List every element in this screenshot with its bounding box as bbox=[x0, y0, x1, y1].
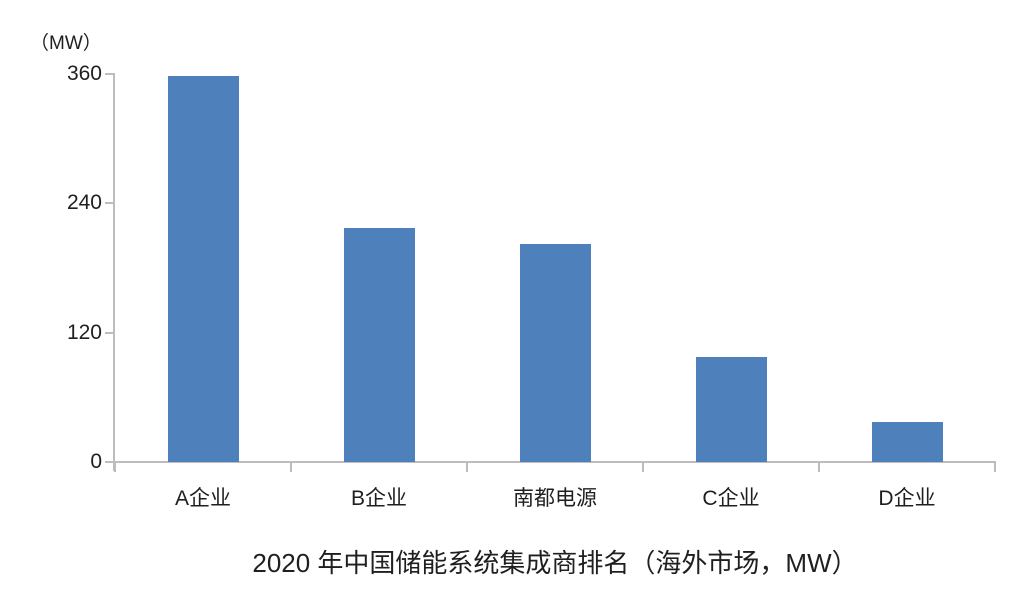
y-tick-mark-120 bbox=[105, 331, 113, 334]
x-tick-mark-4 bbox=[818, 463, 820, 472]
y-tick-label-0: 0 bbox=[90, 450, 102, 473]
bar-A企业 bbox=[167, 76, 239, 462]
y-axis-unit-label: （MW） bbox=[30, 33, 102, 54]
category-label-C企业: C企业 bbox=[702, 487, 760, 510]
category-label-南都电源: 南都电源 bbox=[513, 487, 597, 510]
y-tick-label-240: 240 bbox=[66, 191, 102, 215]
y-axis-line bbox=[113, 73, 115, 471]
x-tick-mark-0 bbox=[114, 463, 116, 472]
x-tick-mark-2 bbox=[466, 463, 468, 472]
y-tick-mark-360 bbox=[105, 73, 113, 75]
chart-title: 2020 年中国储能系统集成商排名（海外市场，MW） bbox=[252, 548, 858, 578]
category-label-D企业: D企业 bbox=[878, 487, 936, 510]
y-tick-mark-0 bbox=[105, 461, 113, 463]
y-tick-label-120: 120 bbox=[66, 320, 102, 344]
y-tick-label-360: 360 bbox=[66, 62, 102, 85]
y-tick-mark-240 bbox=[105, 202, 113, 205]
x-tick-mark-5 bbox=[994, 463, 996, 472]
x-axis-line bbox=[113, 461, 996, 463]
bar-B企业 bbox=[343, 228, 415, 462]
bar-C企业 bbox=[695, 357, 767, 462]
x-tick-mark-3 bbox=[642, 463, 644, 472]
bar-南都电源 bbox=[519, 244, 591, 462]
x-tick-mark-1 bbox=[290, 463, 292, 472]
category-label-B企业: B企业 bbox=[350, 487, 407, 510]
category-label-A企业: A企业 bbox=[174, 487, 231, 510]
bar-D企业 bbox=[871, 422, 943, 462]
